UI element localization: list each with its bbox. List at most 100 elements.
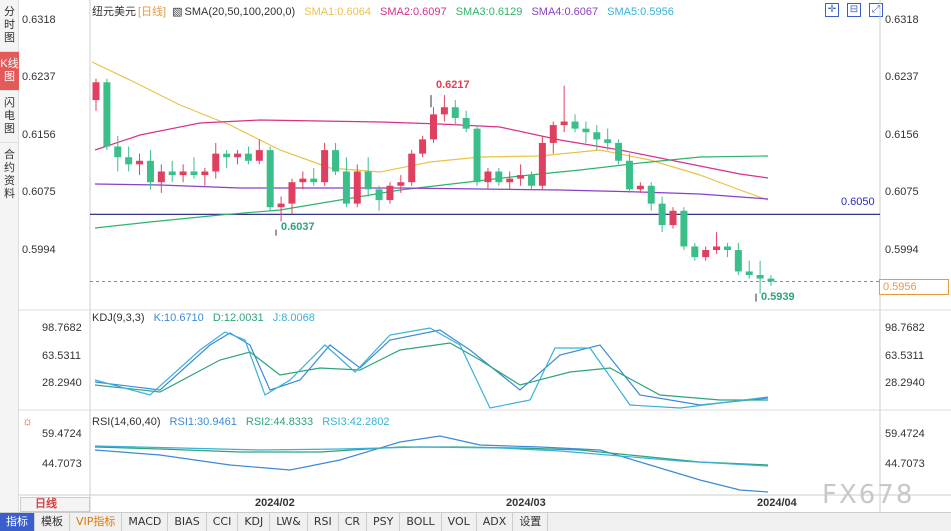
tab-rsi[interactable]: RSI <box>308 513 339 531</box>
reference-line-label: 0.6050 <box>841 196 875 208</box>
period-selector[interactable]: 日线 <box>20 497 90 512</box>
rsi-axis-label: 59.4724 <box>42 428 82 440</box>
settings-icon[interactable]: ☼ <box>22 414 33 428</box>
sma-title: SMA(20,50,100,200,0) <box>184 6 296 18</box>
sma1-line <box>91 61 769 201</box>
date-label: 2024/04 <box>757 497 797 509</box>
kdj-j-line <box>94 327 769 409</box>
kdj-d-line <box>94 342 768 401</box>
tab-boll[interactable]: BOLL <box>400 513 442 531</box>
fullscreen-icon[interactable]: ⤢ <box>869 3 883 17</box>
tab-vip-indicators[interactable]: VIP指标 <box>70 513 123 531</box>
tab-settings[interactable]: 设置 <box>513 513 549 531</box>
tab-template[interactable]: 模板 <box>35 513 70 531</box>
sma5-value: SMA5:0.5956 <box>607 6 674 18</box>
price-label: 0.6237 <box>885 71 919 83</box>
sma-icon: ▧ <box>172 6 183 18</box>
kdj-d-value: D:12.0031 <box>212 312 264 324</box>
candle-body <box>430 114 437 140</box>
candle-body <box>212 153 220 172</box>
kdj-k-value: K:10.6710 <box>153 312 204 324</box>
tab-kline[interactable]: K线图 <box>0 52 19 90</box>
candle-body <box>255 150 263 161</box>
candle-body <box>353 171 361 204</box>
tab-lw[interactable]: LW& <box>270 513 308 531</box>
low-annotation: 0.6037 <box>281 221 315 233</box>
tab-kdj[interactable]: KDJ <box>238 513 271 531</box>
indicator-toolbar: 指标 模板 VIP指标 MACD BIAS CCI KDJ LW& RSI CR… <box>0 512 951 531</box>
candle-body <box>636 185 644 190</box>
candle-body <box>538 142 546 186</box>
date-label: 2024/02 <box>255 497 295 509</box>
sma4-line <box>94 183 769 200</box>
high-annotation: 0.6217 <box>436 79 470 91</box>
sma4-value: SMA4:0.6067 <box>531 6 599 18</box>
candle-body <box>734 250 742 272</box>
chart-toolbar: ✛ ⊟ ⤢ <box>817 3 883 17</box>
candle-body <box>669 210 677 226</box>
date-label: 2024/03 <box>506 497 546 509</box>
kdj-axis-label: 98.7682 <box>885 322 925 334</box>
kdj-axis-label: 63.5311 <box>885 350 924 362</box>
watermark-logo: FX678 <box>822 480 915 510</box>
tab-indicators[interactable]: 指标 <box>0 513 35 531</box>
candle-body <box>114 146 122 158</box>
candle-body <box>136 160 144 165</box>
candle-body <box>342 171 350 204</box>
sma3-line <box>94 155 769 229</box>
period-tag: [日线] <box>138 6 167 18</box>
tab-contract-info-label: 合约资料 <box>4 149 15 200</box>
candle-body <box>146 160 154 183</box>
rsi-axis-label: 59.4724 <box>885 428 925 440</box>
price-label: 0.6075 <box>885 186 919 198</box>
candle-body <box>234 153 242 158</box>
candle-body <box>604 139 612 143</box>
current-price-tag: 0.5956 <box>879 279 949 295</box>
price-label: 0.6156 <box>885 129 919 141</box>
candle-body <box>157 171 165 183</box>
left-sidebar: 分时图 K线图 闪电图 合约资料 <box>0 0 19 512</box>
candle-body <box>767 278 775 282</box>
candle-body <box>713 246 721 251</box>
sidebar-divider <box>0 51 18 52</box>
tab-macd[interactable]: MACD <box>122 513 169 531</box>
kdj-axis-label: 28.2940 <box>42 377 82 389</box>
candle-body <box>745 271 753 276</box>
tab-timeshare-label: 分时图 <box>4 6 15 44</box>
tab-adx[interactable]: ADX <box>477 513 514 531</box>
tab-timeshare[interactable]: 分时图 <box>0 0 19 51</box>
candle-body <box>190 171 198 176</box>
rsi2-value: RSI2:44.8333 <box>245 416 314 428</box>
candle-body <box>647 185 655 204</box>
tab-cr[interactable]: CR <box>339 513 368 531</box>
tab-vol[interactable]: VOL <box>442 513 477 531</box>
candle-body <box>517 175 525 179</box>
chart-canvas[interactable] <box>0 0 951 512</box>
candle-body <box>527 175 535 186</box>
kdj-j-value: J:8.0068 <box>272 312 315 324</box>
kdj-k-line <box>94 329 769 406</box>
candle-body <box>310 178 318 183</box>
tab-bias[interactable]: BIAS <box>168 513 207 531</box>
kdj-axis-label: 28.2940 <box>885 377 925 389</box>
tab-psy[interactable]: PSY <box>367 513 401 531</box>
crosshair-icon[interactable]: ✛ <box>825 3 839 17</box>
rsi1-line <box>94 435 769 493</box>
candle-body <box>549 125 557 143</box>
main-legend: 纽元美元 [日线] ▧ SMA(20,50,100,200,0) SMA1:0.606… <box>92 3 680 18</box>
tab-contract-info[interactable]: 合约资料 <box>0 143 19 207</box>
candle-body <box>462 117 470 129</box>
price-label: 0.6156 <box>22 129 56 141</box>
candle-body <box>473 128 481 183</box>
candle-body <box>223 153 231 158</box>
tab-flash[interactable]: 闪电图 <box>0 91 19 142</box>
rsi2-line <box>94 446 769 466</box>
candle-body <box>288 182 296 204</box>
split-view-icon[interactable]: ⊟ <box>847 3 861 17</box>
price-label: 0.5994 <box>885 244 919 256</box>
candle-body <box>625 160 633 190</box>
tab-cci[interactable]: CCI <box>207 513 239 531</box>
candle-body <box>582 128 590 133</box>
candle-body <box>723 246 731 251</box>
rsi3-value: RSI3:42.2802 <box>322 416 390 428</box>
